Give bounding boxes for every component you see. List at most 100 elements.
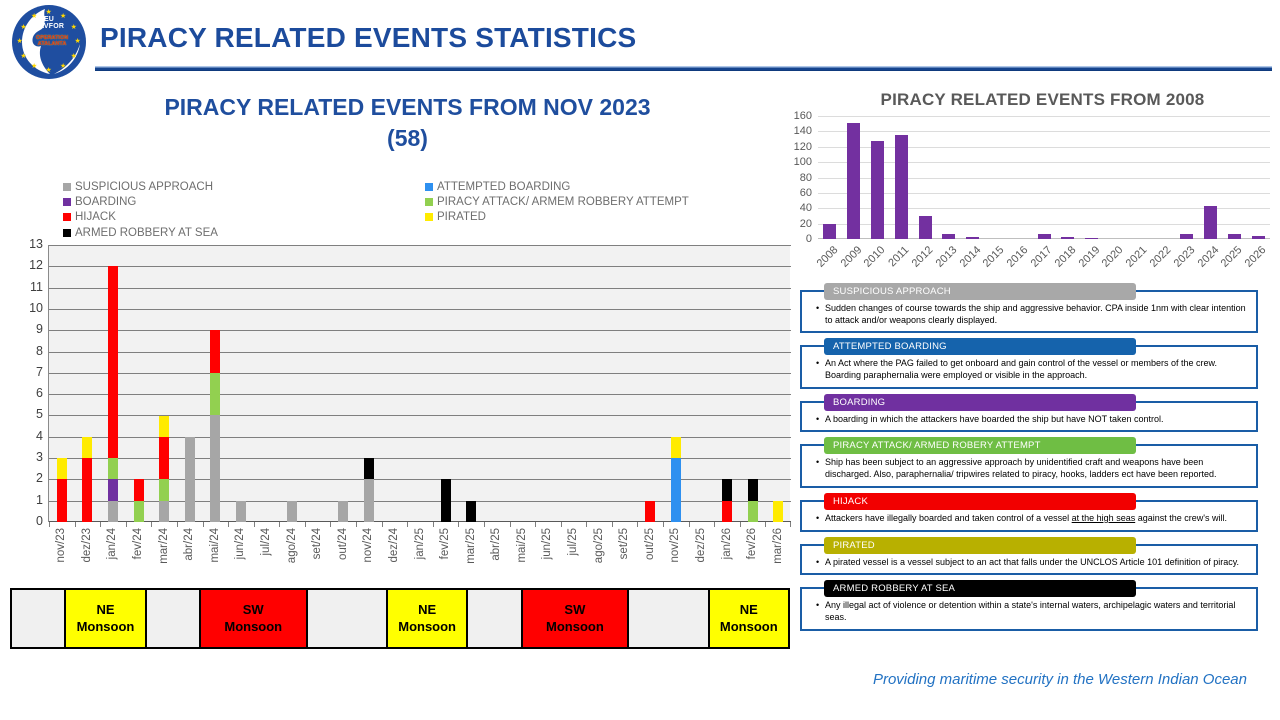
legend-label: PIRATED [437, 211, 486, 224]
bar-segment-armed-robbery-at-sea [466, 500, 477, 522]
gridline [818, 116, 1270, 117]
axis-tick [535, 522, 537, 527]
x-axis-label: nov/25 [669, 528, 682, 563]
x-axis-label: nov/23 [55, 528, 68, 563]
definition-title-suspicious-approach: SUSPICIOUS APPROACH [824, 283, 1136, 300]
gridline [49, 308, 791, 310]
bar-segment-suspicious-approach [338, 500, 349, 522]
bar-segment-boarding [107, 479, 118, 501]
axis-tick [330, 522, 332, 527]
gridline [49, 372, 791, 374]
y-axis-label: 40 [799, 202, 812, 215]
bar-2009 [847, 122, 861, 239]
bar-jan-26 [722, 479, 733, 522]
y-axis-label: 9 [36, 322, 43, 337]
legend-item-hijack: HIJACK [63, 210, 425, 225]
bar-segment-hijack [645, 500, 656, 522]
x-axis-label: jun/24 [234, 528, 247, 560]
gridline [49, 330, 791, 332]
axis-tick [407, 522, 409, 527]
legend-item-armed-robbery-at-sea: ARMED ROBBERY AT SEA [63, 225, 425, 240]
axis-tick [228, 522, 230, 527]
axis-tick [151, 522, 153, 527]
logo-star: ★ [20, 23, 27, 31]
x-axis-label: jan/24 [106, 528, 119, 560]
gridline [818, 223, 1270, 225]
logo-star: ★ [20, 52, 27, 60]
definition-text-part: against the crew's will. [1135, 512, 1227, 523]
definition-text: An Act where the PAG failed to get onboa… [812, 358, 1248, 381]
legend-swatch [63, 213, 71, 222]
bar-dez-23 [82, 436, 93, 522]
monsoon-ne-label: NE Monsoon [386, 589, 468, 648]
definition-box-hijack: HIJACK Attackers have illegally boarded a… [800, 492, 1258, 532]
eunavfor-logo: EU NAVFOR OPERATION ATALANTA ★ ★ ★ ★ ★ ★ ★ ★ ★ ★ ★… [12, 5, 86, 79]
legend-swatch [425, 213, 433, 222]
bar-2018 [1061, 237, 1075, 239]
definition-text: Any illegal act of violence or detention… [812, 600, 1248, 623]
bar-segment-hijack [107, 266, 118, 459]
bar-nov-25 [670, 436, 681, 522]
monsoon-sw-label: SW Monsoon [521, 589, 629, 648]
legend-swatch [63, 198, 71, 207]
x-axis-label: mai/24 [208, 528, 221, 563]
bar-2013 [942, 233, 956, 239]
bar-segment-piracy-attack-armem-robbery-attempt [107, 458, 118, 480]
legend-label: ATTEMPTED BOARDING [437, 180, 571, 193]
definition-title-boarding: BOARDING [824, 393, 1136, 411]
x-axis-label: ago/24 [285, 528, 298, 564]
bar-segment-armed-robbery-at-sea [722, 479, 733, 501]
header-divider [95, 66, 1272, 71]
y-axis-label: 12 [29, 258, 43, 273]
bar-nov-23 [56, 458, 67, 522]
axis-tick [611, 522, 613, 527]
page-title: PIRACY RELATED EVENTS STATISTICS [100, 22, 637, 53]
legend-swatch [425, 198, 433, 207]
y-axis-label: 120 [793, 140, 812, 153]
bar-2026 [1251, 235, 1265, 239]
gridline [818, 177, 1270, 179]
axis-tick [125, 522, 127, 527]
axis-tick [304, 522, 306, 527]
gridline [49, 458, 791, 460]
gridline [49, 436, 791, 438]
logo-star: ★ [60, 12, 67, 20]
x-axis-label: abr/25 [490, 528, 503, 561]
gridline [49, 287, 791, 289]
definitions-panel: SUSPICIOUS APPROACH Sudden changes of cou… [800, 283, 1258, 643]
yearly-events-chart: 0 20 40 60 80 100 120 140 160 2008 2009 2010 2011 201… [794, 110, 1270, 270]
definition-text: Attackers have illegally boarded and tak… [812, 513, 1248, 525]
monsoon-ne-label: NE Monsoon [65, 589, 146, 648]
monsoon-ne-label: NE Monsoon [708, 589, 789, 648]
monsoon-sw-label: SW Monsoon [199, 589, 307, 648]
axis-tick [49, 522, 50, 527]
y-axis-label: 60 [799, 186, 812, 199]
y-axis-label: 0 [805, 233, 812, 245]
y-axis-label: 0 [36, 514, 43, 528]
y-axis-label: 4 [36, 428, 43, 443]
bar-2025 [1227, 233, 1241, 239]
legend-swatch [63, 228, 71, 237]
axis-tick [432, 522, 434, 527]
y-axis-label: 5 [36, 407, 43, 422]
gridline [818, 131, 1270, 133]
x-axis-label: set/24 [311, 528, 324, 560]
logo-star: ★ [74, 38, 81, 45]
x-axis-label: jul/24 [259, 528, 272, 556]
y-axis-label: 140 [793, 125, 812, 138]
x-axis-label: jul/25 [567, 528, 580, 556]
definition-title-hijack: HIJACK [824, 492, 1136, 510]
bar-segment-piracy-attack-armem-robbery-attempt [747, 500, 758, 522]
bar-segment-hijack [159, 436, 170, 480]
definition-box-boarding: BOARDING A boarding in which the attacker… [800, 393, 1258, 433]
x-axis-label: set/25 [618, 528, 631, 560]
monsoon-gap [306, 589, 387, 648]
bar-segment-pirated [773, 500, 784, 522]
bar-2010 [870, 141, 884, 239]
axis-tick [356, 522, 358, 527]
monthly-chart-title-line2: (58) [387, 125, 428, 152]
bar-mai-24 [210, 330, 221, 522]
bar-segment-pirated [56, 458, 67, 480]
axis-tick [100, 522, 102, 527]
monthly-chart-title-line1: PIRACY RELATED EVENTS FROM NOV 2023 [164, 94, 651, 120]
